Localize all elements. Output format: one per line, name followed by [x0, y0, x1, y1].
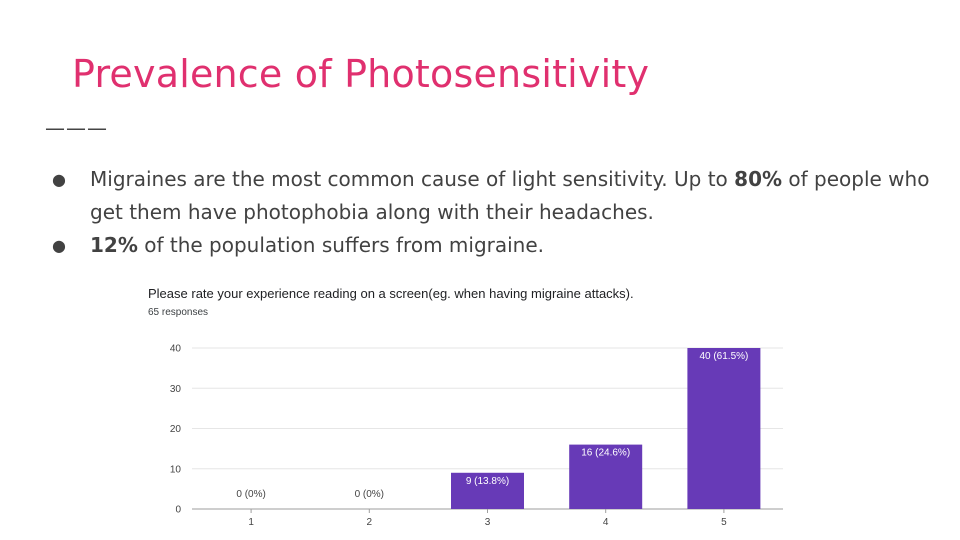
- y-tick-label: 30: [170, 384, 182, 395]
- y-tick-label: 0: [175, 505, 181, 516]
- bullet-list: ● Migraines are the most common cause of…: [52, 163, 932, 262]
- y-tick-label: 10: [170, 464, 182, 475]
- data-label: 40 (61.5%): [699, 351, 748, 362]
- data-label: 0 (0%): [236, 489, 265, 500]
- bullet-highlight: 80%: [734, 167, 783, 191]
- x-tick-label: 1: [248, 517, 254, 528]
- bullet-highlight: 12%: [90, 233, 138, 257]
- x-tick-label: 3: [485, 517, 491, 528]
- bar: [451, 472, 524, 509]
- bar-chart: 0 10 20 30 40 1 0 (0%) 2 0 (0%) 3 9 (13.8%) 4 16 (24…: [170, 344, 783, 528]
- y-tick-label: 40: [170, 344, 182, 355]
- bullet-item: ● Migraines are the most common cause of…: [52, 163, 932, 229]
- x-tick-label: 5: [721, 517, 727, 528]
- bullet-dot-icon: ●: [52, 170, 66, 189]
- bullet-text: Migraines are the most common cause of l…: [90, 167, 735, 191]
- x-tick-label: 2: [367, 517, 373, 528]
- data-label: 9 (13.8%): [466, 476, 509, 487]
- bar: [687, 348, 761, 509]
- data-label: 16 (24.6%): [581, 448, 630, 459]
- chart-title: Please rate your experience reading on a…: [148, 286, 634, 301]
- bullet-item: ● 12% of the population suffers from mig…: [52, 229, 932, 262]
- bar: [569, 444, 643, 509]
- y-tick-label: 20: [170, 424, 182, 435]
- title-divider: ———: [45, 116, 108, 140]
- bullet-dot-icon: ●: [52, 236, 66, 255]
- slide-title: Prevalence of Photosensitivity: [72, 52, 650, 96]
- x-tick-label: 4: [603, 517, 609, 528]
- data-label: 0 (0%): [355, 489, 384, 500]
- chart-response-count: 65 responses: [148, 307, 209, 318]
- bullet-text: of people who get them have photophobia …: [90, 167, 930, 224]
- bullet-text: of the population suffers from migraine.: [137, 233, 545, 257]
